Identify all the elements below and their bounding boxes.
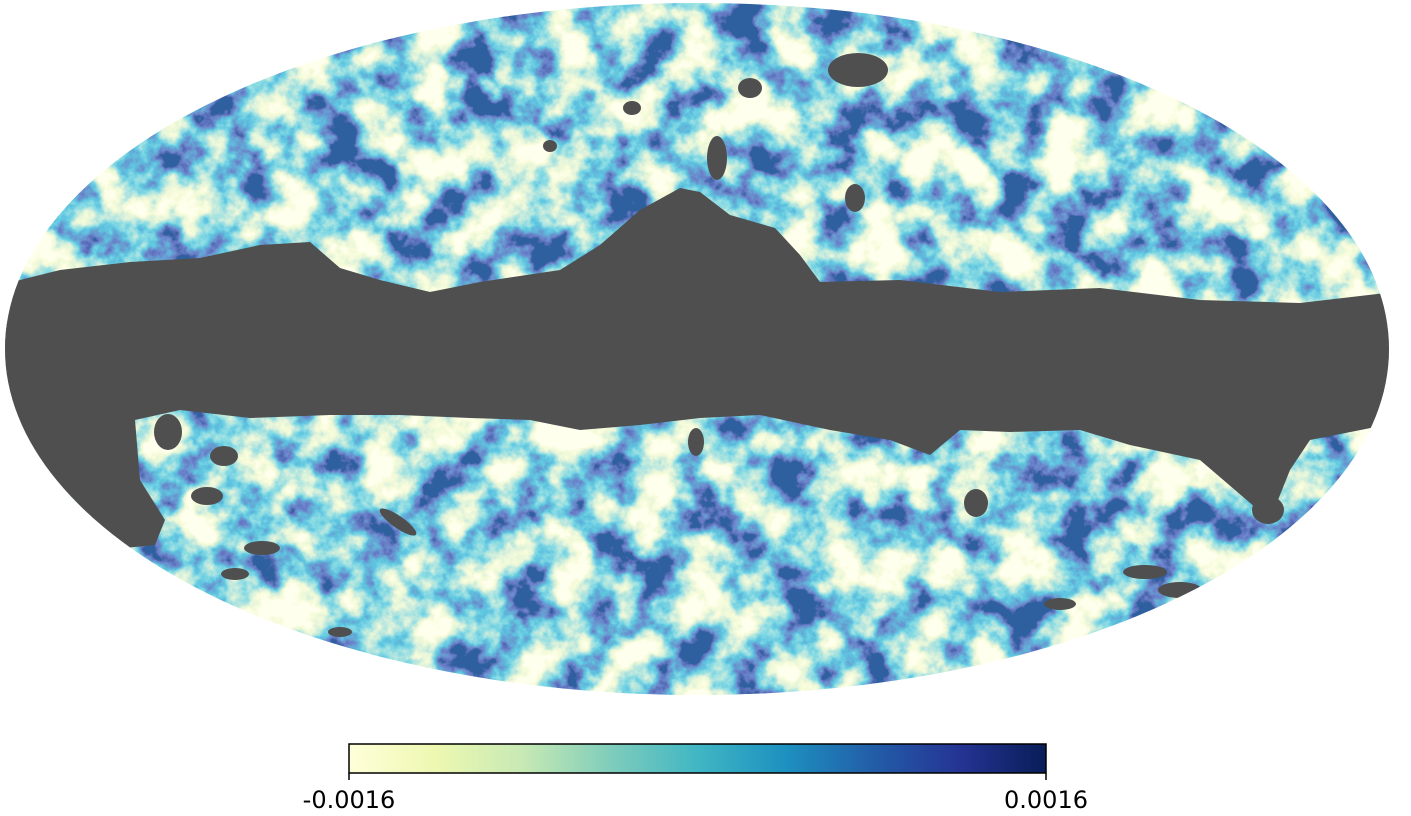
sky-map	[5, 3, 1389, 695]
colorbar-tick-label: 0.0016	[1004, 786, 1088, 814]
colorbar-tick-label: -0.0016	[303, 786, 396, 814]
galactic-mask	[5, 53, 1389, 637]
colorbar	[348, 743, 1047, 774]
